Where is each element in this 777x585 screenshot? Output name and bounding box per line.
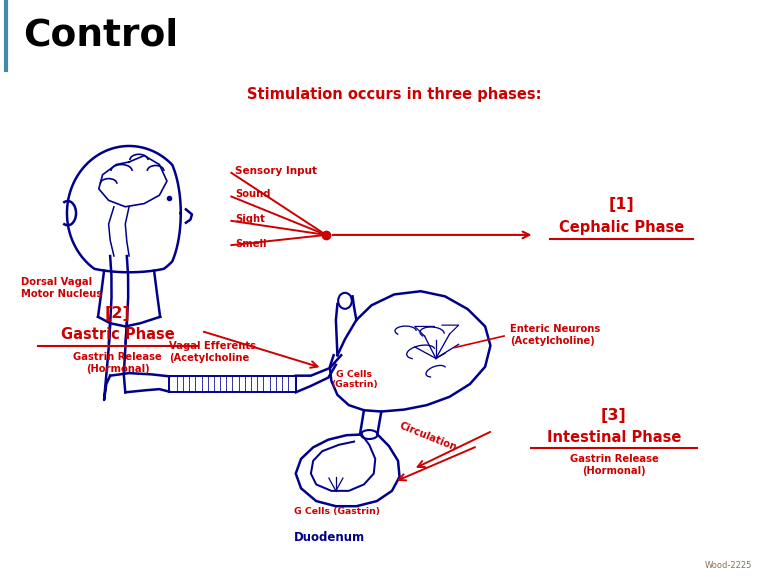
Text: Dorsal Vagal
Motor Nucleus: Dorsal Vagal Motor Nucleus bbox=[21, 277, 102, 299]
Text: Gastrin Release
(Hormonal): Gastrin Release (Hormonal) bbox=[570, 455, 658, 476]
Text: Gastric Phase: Gastric Phase bbox=[61, 327, 175, 342]
Text: Control: Control bbox=[23, 17, 179, 53]
Text: [1]: [1] bbox=[608, 197, 634, 212]
Text: Cephalic Phase: Cephalic Phase bbox=[559, 220, 684, 235]
Text: Duodenum: Duodenum bbox=[294, 531, 365, 544]
Text: Sound: Sound bbox=[235, 189, 270, 199]
Text: Stimulation occurs in three phases:: Stimulation occurs in three phases: bbox=[246, 87, 541, 102]
Text: Sight: Sight bbox=[235, 214, 265, 224]
Text: G Cells
(Gastrin): G Cells (Gastrin) bbox=[331, 370, 378, 389]
Text: Enteric Neurons
(Acetylcholine): Enteric Neurons (Acetylcholine) bbox=[510, 324, 601, 346]
Text: Circulation: Circulation bbox=[398, 421, 458, 453]
Text: Vagal Efferents
(Acetylcholine: Vagal Efferents (Acetylcholine bbox=[169, 341, 256, 363]
Text: Sensory Input: Sensory Input bbox=[235, 166, 317, 176]
Text: G Cells (Gastrin): G Cells (Gastrin) bbox=[294, 507, 381, 517]
Text: Wood-2225: Wood-2225 bbox=[705, 560, 752, 570]
Text: Gastrin Release
(Hormonal): Gastrin Release (Hormonal) bbox=[73, 352, 162, 374]
Text: Smell: Smell bbox=[235, 239, 267, 249]
Text: Intestinal Phase: Intestinal Phase bbox=[547, 429, 681, 445]
Text: [2]: [2] bbox=[105, 306, 131, 321]
Text: [3]: [3] bbox=[601, 408, 627, 424]
